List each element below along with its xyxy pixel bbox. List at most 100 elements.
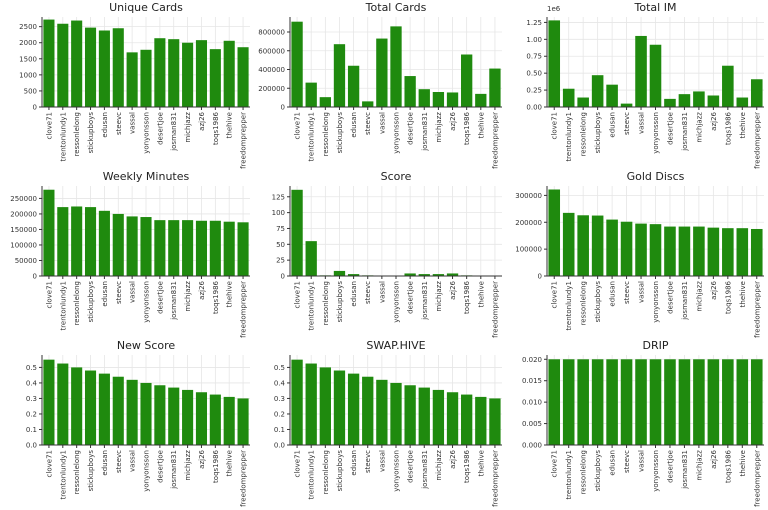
bar-yonyonsson bbox=[649, 44, 662, 107]
bar-steevc bbox=[112, 376, 124, 445]
x-tick-label: desertjoe bbox=[666, 112, 674, 145]
y-tick-label: 2000 bbox=[19, 39, 37, 47]
bar-trentonlundy1 bbox=[305, 363, 317, 445]
bar-stickupboys bbox=[591, 215, 604, 276]
x-tick-label: stickupboys bbox=[87, 112, 95, 154]
chart-panel-4: 0 25 50 75 100 125 clove71 trentonlundy1 ressonl… bbox=[272, 170, 502, 338]
x-tick-label: thehive bbox=[739, 450, 747, 476]
y-tick-label: 0.5 bbox=[26, 364, 37, 372]
y-tick-label: 75 bbox=[276, 225, 285, 233]
y-tick-label: 0.1 bbox=[26, 426, 37, 434]
y-tick-label: 2500 bbox=[19, 23, 37, 31]
x-tick-label: toqs1986 bbox=[212, 111, 220, 144]
x-tick-label: freedomprepper bbox=[491, 112, 499, 169]
y-tick-label: 100000 bbox=[10, 241, 37, 249]
x-tick-label: ressonlelong bbox=[322, 450, 330, 494]
y-tick-label: 0.1 bbox=[274, 426, 285, 434]
y-tick-label: 200000 bbox=[10, 210, 37, 218]
y-tick-label: 0.75 bbox=[526, 53, 542, 61]
y-tick-label: 0.4 bbox=[274, 379, 286, 387]
bar-edusan bbox=[347, 373, 360, 445]
x-tick-label: clove71 bbox=[551, 450, 559, 477]
x-tick-label: stickupboys bbox=[336, 450, 344, 492]
x-tick-label: michjazz bbox=[184, 450, 192, 481]
bar-vassal bbox=[635, 359, 647, 445]
bar-steevc bbox=[362, 376, 374, 445]
bar-clove71 bbox=[291, 189, 303, 276]
y-tick-label: 0.000 bbox=[522, 442, 542, 450]
x-tick-label: josman831 bbox=[421, 450, 429, 490]
bar-toqs1986 bbox=[461, 54, 473, 107]
bar-stickupboys bbox=[84, 27, 97, 107]
bar-thehive bbox=[475, 396, 487, 445]
x-tick-label: stickupboys bbox=[594, 281, 602, 323]
y-tick-label: 25 bbox=[276, 257, 285, 265]
bar-vassal bbox=[635, 35, 647, 107]
x-tick-label: thehive bbox=[739, 112, 747, 138]
x-tick-label: trentonlundy1 bbox=[565, 112, 573, 162]
bar-vassal bbox=[126, 379, 138, 445]
x-tick-label: yonyonsson bbox=[393, 112, 401, 154]
bar-ressonlelong bbox=[71, 20, 83, 108]
bar-desertjoe bbox=[154, 220, 166, 276]
y-tick-label: 250000 bbox=[10, 195, 37, 203]
x-tick-label: desertjoe bbox=[666, 450, 674, 483]
x-tick-label: toqs1986 bbox=[463, 449, 471, 482]
bar-josman831 bbox=[168, 387, 180, 445]
x-tick-label: azj26 bbox=[710, 111, 718, 130]
bar-edusan bbox=[347, 274, 360, 276]
bar-freedomprepper bbox=[237, 222, 249, 276]
x-tick-label: toqs1986 bbox=[463, 280, 471, 313]
x-tick-label: josman831 bbox=[681, 112, 689, 152]
y-tick-label: 1000 bbox=[19, 71, 37, 79]
x-tick-label: vassal bbox=[129, 281, 137, 303]
x-tick-label: azj26 bbox=[710, 449, 718, 468]
y-tick-label: 0.015 bbox=[522, 377, 542, 385]
x-tick-label: steevc bbox=[115, 281, 123, 304]
bar-michjazz bbox=[182, 389, 194, 445]
x-tick-label: stickupboys bbox=[87, 450, 95, 492]
x-tick-label: steevc bbox=[115, 450, 123, 473]
x-tick-label: toqs1986 bbox=[724, 111, 732, 144]
bar-vassal bbox=[126, 216, 138, 276]
x-tick-label: trentonlundy1 bbox=[308, 112, 316, 162]
bar-steevc bbox=[620, 359, 633, 445]
bar-stickupboys bbox=[333, 44, 346, 107]
bar-toqs1986 bbox=[461, 394, 473, 445]
x-tick-label: trentonlundy1 bbox=[59, 281, 67, 331]
y-tick-label: 400000 bbox=[258, 66, 285, 74]
bar-azj26 bbox=[707, 95, 720, 107]
x-tick-label: steevc bbox=[364, 112, 372, 135]
bar-ressonlelong bbox=[71, 367, 83, 445]
bar-thehive bbox=[736, 97, 749, 107]
y-tick-label: 0 bbox=[281, 273, 285, 281]
bar-edusan bbox=[347, 65, 360, 107]
x-tick-label: freedomprepper bbox=[753, 281, 761, 338]
bar-toqs1986 bbox=[722, 359, 734, 445]
bar-steevc bbox=[362, 101, 374, 107]
bar-steevc bbox=[620, 103, 633, 107]
chart-title: Gold Discs bbox=[627, 170, 685, 183]
chart-title: Score bbox=[381, 170, 412, 183]
x-tick-label: steevc bbox=[364, 450, 372, 473]
x-tick-label: edusan bbox=[609, 112, 617, 138]
bar-trentonlundy1 bbox=[562, 212, 575, 276]
chart-title: Unique Cards bbox=[109, 1, 183, 14]
bar-azj26 bbox=[446, 392, 459, 445]
bar-trentonlundy1 bbox=[562, 359, 575, 445]
bar-yonyonsson bbox=[649, 224, 662, 276]
x-tick-label: edusan bbox=[350, 450, 358, 476]
bar-thehive bbox=[223, 40, 235, 107]
x-tick-label: michjazz bbox=[695, 450, 703, 481]
y-tick-label: 125 bbox=[272, 193, 285, 201]
x-tick-label: freedomprepper bbox=[491, 450, 499, 507]
bar-ressonlelong bbox=[577, 97, 589, 107]
bar-clove71 bbox=[548, 20, 561, 107]
x-tick-label: josman831 bbox=[170, 112, 178, 152]
bar-vassal bbox=[376, 379, 388, 445]
y-tick-label: 0.5 bbox=[274, 364, 285, 372]
x-tick-label: azj26 bbox=[449, 280, 457, 299]
x-tick-label: toqs1986 bbox=[724, 280, 732, 313]
bar-michjazz bbox=[182, 42, 194, 107]
y-tick-label: 0.50 bbox=[526, 70, 542, 78]
